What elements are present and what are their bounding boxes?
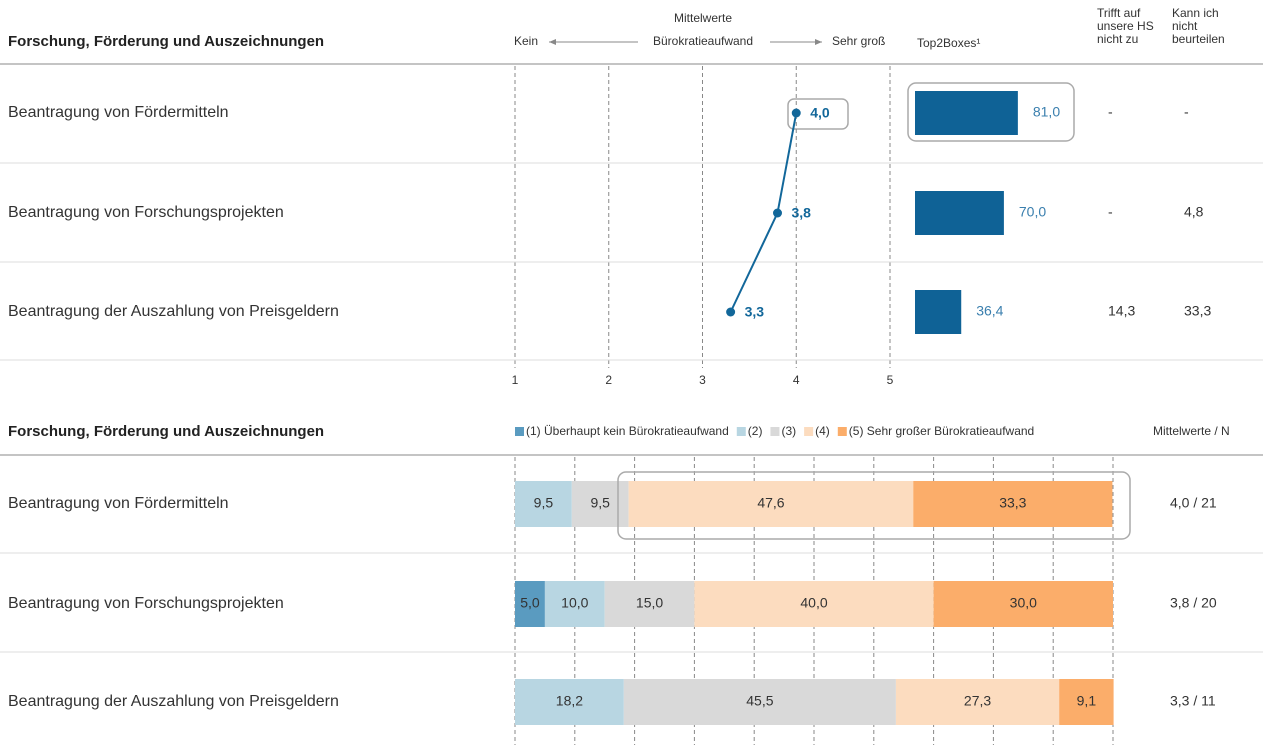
axis-top: Mittelwerte bbox=[674, 11, 732, 25]
x-tick-label: 1 bbox=[512, 373, 519, 387]
x-tick-label: 4 bbox=[793, 373, 800, 387]
legend-label: (4) bbox=[815, 424, 830, 438]
x-tick-label: 5 bbox=[887, 373, 894, 387]
bar-label: 81,0 bbox=[1033, 104, 1060, 120]
legend-label: (3) bbox=[781, 424, 796, 438]
segment-label: 40,0 bbox=[800, 595, 827, 611]
column-title: Kann ich bbox=[1172, 6, 1219, 20]
segment-label: 10,0 bbox=[561, 595, 588, 611]
row-label: Beantragung von Fördermitteln bbox=[8, 495, 229, 512]
bar-segment bbox=[694, 581, 934, 627]
bar bbox=[915, 91, 1018, 135]
segment-label: 27,3 bbox=[964, 693, 991, 709]
x-tick-label: 3 bbox=[699, 373, 706, 387]
column-title: beurteilen bbox=[1172, 32, 1225, 46]
segment-label: 9,5 bbox=[534, 495, 554, 511]
value-label: 4,0 bbox=[810, 105, 830, 121]
x-tick-label: 2 bbox=[605, 373, 612, 387]
bar-label: 70,0 bbox=[1019, 204, 1046, 220]
bar-segment bbox=[913, 481, 1113, 527]
highlight bbox=[787, 98, 849, 130]
legend-label: (2) bbox=[748, 424, 763, 438]
point bbox=[791, 108, 801, 118]
row-label: Beantragung von Forschungsprojekten bbox=[8, 204, 284, 221]
axis-right: Sehr groß bbox=[832, 34, 885, 48]
bar-segment bbox=[515, 679, 624, 725]
legend-swatch bbox=[837, 427, 847, 436]
column-title: nicht zu bbox=[1097, 32, 1138, 46]
legend-label: (1) Überhaupt kein Bürokratieaufwand bbox=[526, 424, 729, 438]
cell: - bbox=[1108, 204, 1113, 220]
right-label: 3,8 / 20 bbox=[1170, 595, 1217, 611]
right-label: 3,3 / 11 bbox=[1170, 693, 1216, 709]
bar-segment bbox=[623, 679, 896, 725]
row-label: Beantragung der Auszahlung von Preisgeld… bbox=[8, 303, 339, 320]
legend-swatch bbox=[804, 427, 814, 436]
cell: 14,3 bbox=[1108, 303, 1135, 319]
segment-label: 18,2 bbox=[556, 693, 583, 709]
bar bbox=[915, 290, 962, 334]
segment-label: 15,0 bbox=[636, 595, 663, 611]
segment-label: 9,5 bbox=[590, 495, 610, 511]
highlight bbox=[617, 471, 1131, 540]
cell: 4,8 bbox=[1184, 204, 1204, 220]
cell: - bbox=[1184, 104, 1189, 120]
row-label: Beantragung der Auszahlung von Preisgeld… bbox=[8, 693, 339, 710]
column-title: nicht bbox=[1172, 19, 1198, 33]
segment-label: 47,6 bbox=[757, 495, 784, 511]
chart-title: Forschung, Förderung und Auszeichnungen bbox=[8, 423, 324, 440]
bar-segment bbox=[628, 481, 914, 527]
row-label: Beantragung von Forschungsprojekten bbox=[8, 595, 284, 612]
axis-label: Bürokratieaufwand bbox=[653, 34, 753, 48]
bar-segment bbox=[1059, 679, 1114, 725]
point bbox=[726, 307, 736, 317]
segment-label: 30,0 bbox=[1010, 595, 1037, 611]
right-title: Mittelwerte / N bbox=[1153, 424, 1230, 438]
legend-swatch bbox=[515, 427, 524, 436]
line bbox=[729, 112, 798, 313]
cell: 33,3 bbox=[1184, 303, 1211, 319]
bar bbox=[915, 191, 1004, 235]
chart-title: Forschung, Förderung und Auszeichnungen bbox=[8, 33, 324, 50]
point bbox=[773, 208, 782, 218]
bar-segment bbox=[515, 581, 545, 627]
row-label: Beantragung von Fördermitteln bbox=[8, 104, 229, 121]
cell: - bbox=[1108, 104, 1113, 120]
bar-segment bbox=[604, 581, 695, 627]
axis-left: Kein bbox=[514, 34, 538, 48]
bar-label: 36,4 bbox=[976, 303, 1003, 319]
bar-segment bbox=[571, 481, 629, 527]
bar-segment bbox=[933, 581, 1113, 627]
highlight bbox=[907, 82, 1075, 142]
bar-segment bbox=[544, 581, 605, 627]
segment-label: 33,3 bbox=[999, 495, 1026, 511]
legend-label: (5) Sehr großer Bürokratieaufwand bbox=[849, 424, 1034, 438]
segment-label: 9,1 bbox=[1077, 693, 1097, 709]
column-title: unsere HS bbox=[1097, 19, 1154, 33]
legend-swatch bbox=[736, 427, 746, 436]
legend-swatch bbox=[770, 427, 780, 436]
right-label: 4,0 / 21 bbox=[1170, 495, 1217, 511]
column-title: Trifft auf bbox=[1097, 6, 1141, 20]
segment-label: 5,0 bbox=[520, 595, 540, 611]
bar-segment bbox=[515, 481, 572, 527]
value-label: 3,3 bbox=[745, 304, 765, 320]
segment-label: 45,5 bbox=[746, 693, 773, 709]
bar-segment bbox=[895, 679, 1060, 725]
top2-title: Top2Boxes¹ bbox=[917, 36, 980, 50]
value-label: 3,8 bbox=[792, 205, 812, 221]
